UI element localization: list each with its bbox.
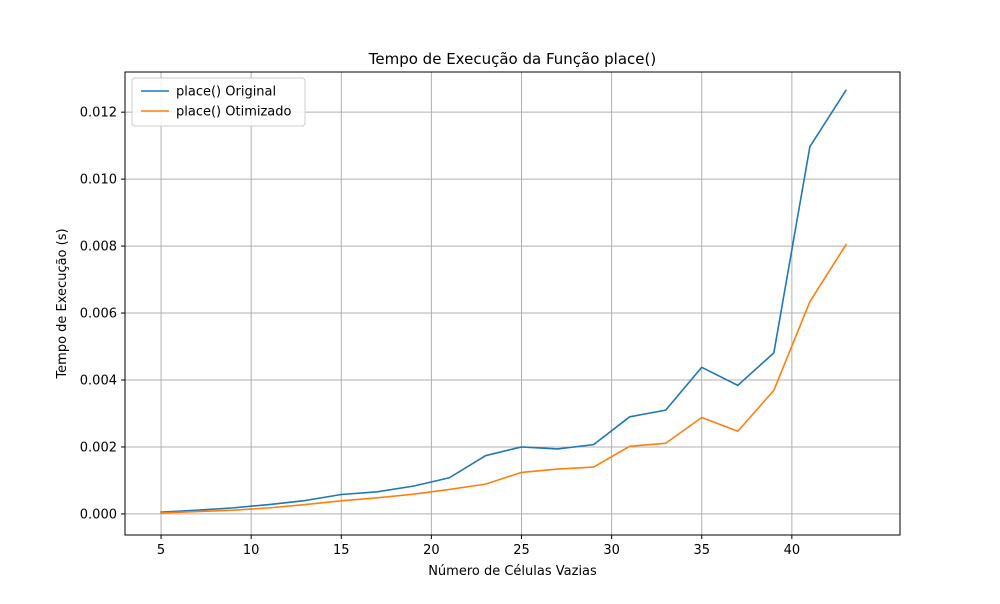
y-tick-label: 0.002 (80, 440, 117, 455)
series-line-1 (160, 89, 848, 514)
series-lines (160, 89, 848, 514)
grid (125, 72, 900, 535)
x-tick-label: 5 (157, 543, 165, 558)
x-axis-label: Número de Células Vazias (428, 564, 597, 579)
y-axis-label: Tempo de Execução (s) (55, 228, 70, 379)
x-tick-label: 15 (333, 543, 350, 558)
legend: place() Original place() Otimizado (131, 77, 306, 127)
x-tick-label: 30 (603, 543, 620, 558)
y-tick-label: 0.006 (80, 307, 117, 322)
plot-area-frame (124, 71, 901, 536)
y-tick-label: 0.010 (80, 173, 117, 188)
x-tick-label: 40 (784, 543, 801, 558)
x-tick-label: 10 (243, 543, 260, 558)
legend-label: place() Otimizado (176, 105, 292, 120)
chart-title: Tempo de Execução da Função place() (368, 50, 656, 68)
y-tick-label: 0.012 (80, 106, 117, 121)
y-tick-label: 0.004 (80, 373, 117, 388)
series-line-2 (160, 243, 848, 514)
legend-box (131, 77, 306, 127)
legend-label: place() Original (176, 85, 276, 100)
x-tick-label: 35 (693, 543, 710, 558)
x-tick-label: 20 (423, 543, 440, 558)
y-tick-label: 0.000 (80, 507, 117, 522)
x-tick-label: 25 (513, 543, 530, 558)
y-tick-label: 0.008 (80, 240, 117, 255)
axis-ticks: 5 10 15 20 25 30 35 40 0.000 0.002 0.004 0.006 0.008… (80, 106, 800, 558)
